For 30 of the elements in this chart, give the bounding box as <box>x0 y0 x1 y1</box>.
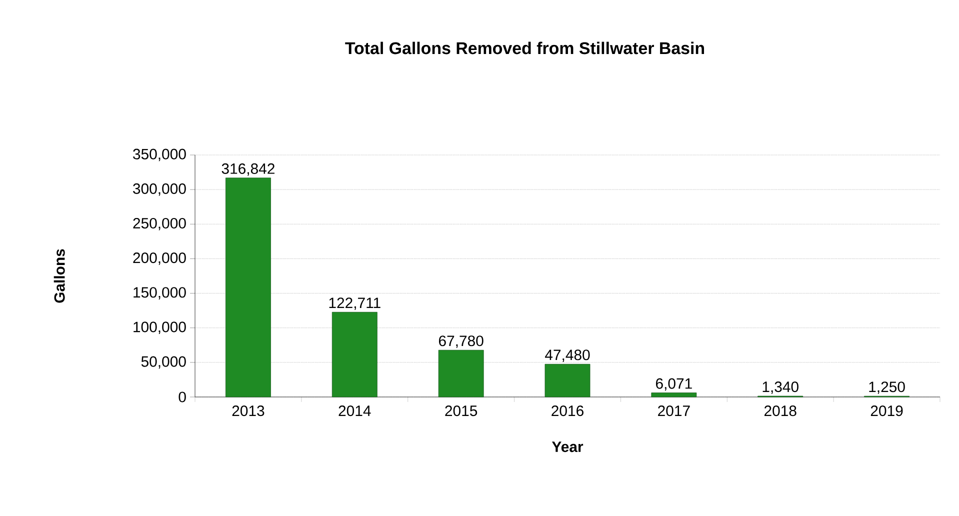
y-axis-title: Gallons <box>54 249 65 303</box>
bar <box>332 312 378 398</box>
y-tick-label: 150,000 <box>134 287 186 300</box>
x-tick-label: 2018 <box>764 406 796 416</box>
bar <box>226 178 271 398</box>
data-label: 1,250 <box>869 382 905 394</box>
bar <box>438 350 484 398</box>
bar <box>651 392 697 398</box>
x-tick-label: 2016 <box>552 406 584 416</box>
x-tick-label: 2019 <box>870 406 903 416</box>
bar <box>544 364 590 398</box>
y-tick-label: 250,000 <box>133 218 186 230</box>
data-label: 122,711 <box>329 298 380 310</box>
data-label: 67,780 <box>438 336 484 348</box>
data-label: 47,480 <box>544 350 590 362</box>
y-tick-label: 50,000 <box>141 356 186 369</box>
y-tick-label: 200,000 <box>133 252 186 265</box>
x-tick-label: 2013 <box>232 406 264 416</box>
x-tick-label: 2015 <box>445 406 478 416</box>
data-label: 316,842 <box>222 163 274 176</box>
x-tick-label: 2014 <box>338 406 371 416</box>
x-axis-title: Year <box>552 442 584 452</box>
y-tick-label: 300,000 <box>133 183 186 196</box>
y-tick-label: 100,000 <box>134 322 186 334</box>
data-label: 6,071 <box>656 378 692 391</box>
y-tick-label: 0 <box>178 392 186 402</box>
x-tick-label: 2017 <box>658 406 690 416</box>
y-tick-label: 350,000 <box>133 148 186 162</box>
data-label: 1,340 <box>762 382 798 394</box>
chart-title: Total Gallons Removed from Stillwater Basin <box>345 42 704 54</box>
